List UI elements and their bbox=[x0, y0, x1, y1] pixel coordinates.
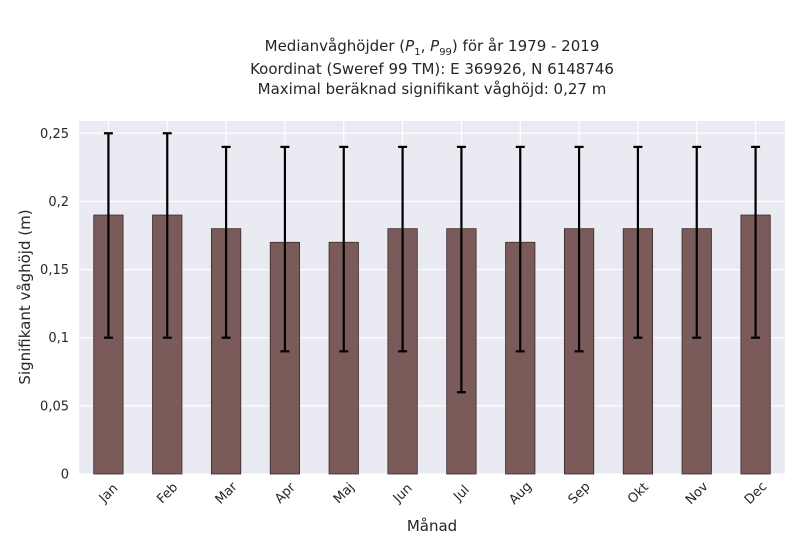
title-text-suffix: ) för år 1979 - 2019 bbox=[452, 37, 599, 55]
x-tick-labels: Jan Feb Mar Apr Maj Jun Jul Aug Sep Okt Nov Dec bbox=[96, 479, 770, 508]
x-tick-label: Jul bbox=[450, 483, 472, 505]
y-tick-label: 0,15 bbox=[40, 263, 69, 278]
x-tick-label: Sep bbox=[566, 480, 594, 508]
x-tick-label: Feb bbox=[154, 480, 181, 507]
title-line-2: Koordinat (Sweref 99 TM): E 369926, N 61… bbox=[250, 60, 614, 78]
title-line-3: Maximal beräknad signifikant våghöjd: 0,… bbox=[258, 80, 607, 98]
plot-area bbox=[79, 121, 785, 474]
title-text-prefix: Medianvåghöjder ( bbox=[265, 37, 406, 55]
chart-title: Medianvåghöjder (P1, P99) för år 1979 - … bbox=[250, 37, 614, 98]
y-tick-label: 0,05 bbox=[40, 399, 69, 414]
y-tick-label: 0 bbox=[61, 468, 69, 483]
x-tick-label: Mar bbox=[213, 479, 241, 507]
title-subscript-1: 1 bbox=[414, 47, 420, 58]
x-axis-label: Månad bbox=[407, 517, 457, 535]
x-tick-label: Nov bbox=[683, 479, 712, 508]
title-p-symbol-1: P bbox=[405, 37, 415, 55]
x-tick-label: Aug bbox=[506, 479, 535, 508]
title-line-1: Medianvåghöjder (P1, P99) för år 1979 - … bbox=[265, 37, 600, 58]
y-tick-label: 0,2 bbox=[48, 195, 69, 210]
y-axis-label: Signifikant våghöjd (m) bbox=[16, 209, 34, 384]
x-tick-label: Jan bbox=[96, 481, 121, 506]
y-tick-label: 0,25 bbox=[40, 127, 69, 142]
title-p-symbol-2: P bbox=[430, 37, 440, 55]
x-tick-label: Maj bbox=[331, 480, 358, 507]
y-tick-label: 0,1 bbox=[48, 331, 69, 346]
x-tick-label: Apr bbox=[272, 480, 299, 507]
title-subscript-2: 99 bbox=[439, 47, 452, 58]
x-tick-label: Okt bbox=[625, 480, 652, 507]
x-tick-label: Dec bbox=[742, 479, 770, 507]
y-tick-labels: 0 0,05 0,1 0,15 0,2 0,25 bbox=[40, 127, 69, 483]
x-tick-label: Jun bbox=[390, 481, 416, 507]
error-bars bbox=[103, 132, 761, 394]
title-comma: , bbox=[421, 37, 431, 55]
